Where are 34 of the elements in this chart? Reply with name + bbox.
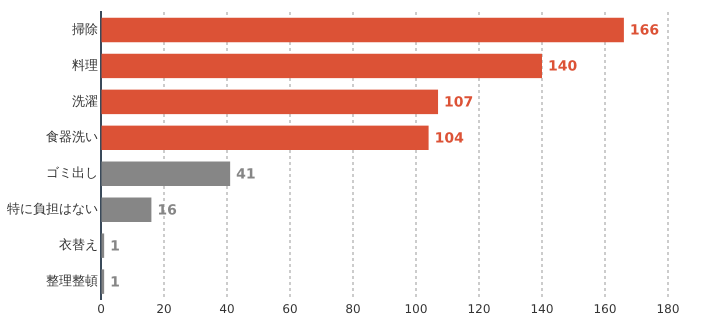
bar — [102, 54, 542, 78]
y-tick-label: ゴミ出し — [46, 166, 98, 182]
bar — [102, 162, 230, 186]
x-tick-label: 140 — [530, 302, 554, 316]
y-tick-label: 整理整頓 — [46, 274, 98, 289]
bar — [102, 198, 152, 222]
y-tick-label: 衣替え — [59, 238, 98, 254]
y-tick-label: 料理 — [72, 58, 98, 74]
y-tick-label: 掃除 — [72, 22, 98, 38]
bar — [102, 269, 104, 294]
x-tick-label: 60 — [282, 302, 298, 316]
data-label: 104 — [434, 130, 464, 146]
data-label: 41 — [236, 166, 256, 182]
x-tick-label: 180 — [656, 302, 680, 316]
bar — [102, 233, 104, 258]
data-label: 16 — [157, 202, 177, 218]
y-tick-label: 洗濯 — [72, 94, 98, 110]
data-label: 140 — [548, 58, 578, 75]
data-label: 1 — [110, 274, 120, 290]
x-tick-label: 20 — [156, 302, 172, 316]
bar — [102, 90, 438, 114]
data-label: 166 — [630, 22, 660, 39]
x-tick-label: 80 — [345, 302, 361, 316]
data-label: 1 — [110, 238, 120, 254]
bar — [102, 18, 624, 42]
bar — [102, 126, 429, 150]
data-label: 107 — [444, 94, 474, 111]
y-tick-label: 食器洗い — [46, 130, 98, 146]
x-tick-label: 100 — [404, 302, 428, 316]
x-tick-label: 120 — [468, 302, 490, 316]
x-tick-label: 160 — [594, 302, 616, 316]
y-tick-label: 特に負担はない — [7, 202, 98, 218]
x-tick-label: 40 — [219, 302, 235, 316]
x-tick-label: 0 — [97, 302, 105, 316]
